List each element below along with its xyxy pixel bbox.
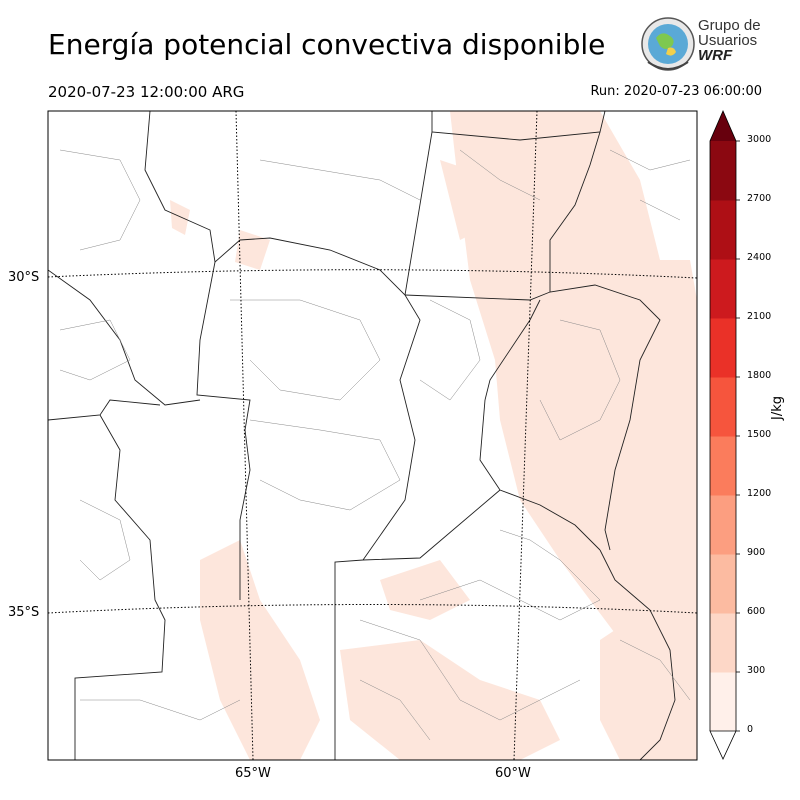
colorbar-tick-label: 1800 [747,370,772,381]
colorbar-tick-label: 300 [747,665,766,676]
colorbar-unit-label: J/kg [770,396,785,420]
lat-label-35s: 35°S [8,605,40,620]
colorbar-outline [709,109,737,731]
colorbar-segment [710,141,736,201]
colorbar-tick-label: 900 [747,547,766,558]
lat-label-30s: 30°S [8,270,40,285]
colorbar-segment [710,495,736,555]
run-time: Run: 2020-07-23 06:00:00 [590,84,762,99]
colorbar-segment [710,436,736,496]
colorbar-tick-label: 2700 [747,193,772,204]
colorbar-segment [710,613,736,673]
colorbar-segment [710,259,736,319]
colorbar-segment [710,377,736,437]
colorbar-tick-label: 0 [747,724,754,735]
colorbar-tick-label: 1500 [747,429,772,440]
province-boundaries [48,111,676,760]
lon-label-65w: 65°W [235,766,271,781]
wrf-logo: Grupo de Usuarios WRF [638,16,768,72]
chart-title: Energía potencial convectiva disponible [48,28,606,61]
logo-line1: Grupo de [698,17,761,34]
colorbar-tick-label: 600 [747,606,766,617]
colorbar [709,109,740,760]
graticule [48,111,697,760]
valid-time: 2020-07-23 12:00:00 ARG [48,83,245,101]
colorbar-segment [710,200,736,260]
department-boundaries [59,149,691,741]
logo-line3: WRF [698,47,733,64]
colorbar-segment [710,318,736,378]
colorbar-under-arrow [709,730,737,760]
colorbar-tick-label: 2100 [747,311,772,322]
colorbar-tick-label: 3000 [747,134,772,145]
colorbar-over-arrow [710,111,736,141]
lon-label-60w: 60°W [495,766,531,781]
colorbar-tick-label: 2400 [747,252,772,263]
globe-logo-icon [641,17,695,71]
colorbar-segment [710,672,736,732]
logo-line2: Usuarios [698,32,758,49]
colorbar-segment [710,554,736,614]
colorbar-tick-label: 1200 [747,488,772,499]
